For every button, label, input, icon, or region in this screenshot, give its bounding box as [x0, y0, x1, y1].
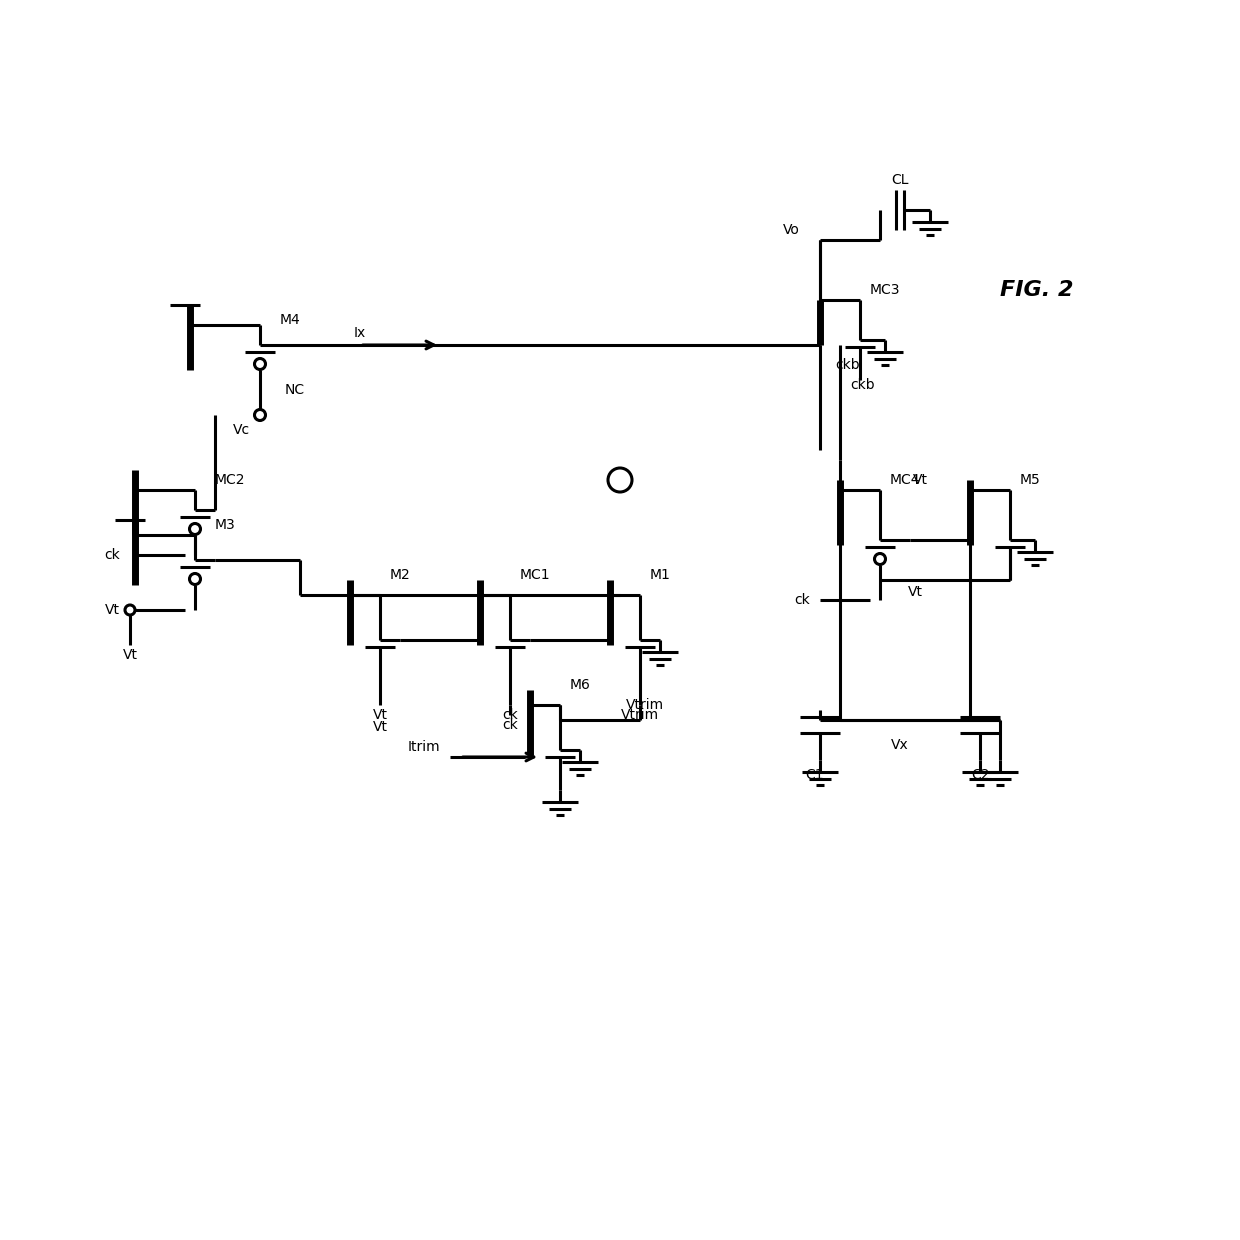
Text: Vt: Vt — [372, 708, 387, 722]
Text: Vo: Vo — [784, 223, 800, 237]
Text: C2: C2 — [971, 768, 990, 782]
Text: M3: M3 — [215, 518, 236, 532]
Text: Vtrim: Vtrim — [626, 698, 665, 712]
Text: ck: ck — [795, 593, 810, 608]
Text: ck: ck — [502, 718, 518, 732]
Text: CL: CL — [892, 174, 909, 187]
Text: ckb: ckb — [835, 358, 859, 372]
Text: M2: M2 — [391, 568, 410, 582]
Text: MC4: MC4 — [890, 472, 920, 487]
Text: M5: M5 — [1021, 472, 1040, 487]
Text: Vt: Vt — [105, 603, 120, 618]
Text: NC: NC — [285, 383, 305, 397]
Circle shape — [190, 573, 201, 584]
Circle shape — [608, 467, 632, 492]
Text: FIG. 2: FIG. 2 — [999, 280, 1074, 300]
Text: MC2: MC2 — [215, 472, 246, 487]
Text: M4: M4 — [280, 312, 301, 327]
Text: Vt: Vt — [123, 649, 138, 662]
Circle shape — [190, 523, 201, 534]
Text: MC1: MC1 — [520, 568, 551, 582]
Text: Vt: Vt — [372, 720, 387, 734]
Text: C1: C1 — [806, 768, 825, 782]
Text: Vtrim: Vtrim — [621, 708, 660, 722]
Text: ck: ck — [104, 548, 120, 562]
Text: M1: M1 — [650, 568, 671, 582]
Text: ckb: ckb — [849, 378, 874, 392]
Circle shape — [125, 605, 135, 615]
Text: Ix: Ix — [353, 326, 366, 340]
Text: Vt: Vt — [908, 585, 923, 599]
Text: Vc: Vc — [233, 423, 250, 436]
Circle shape — [874, 553, 885, 564]
Text: Vt: Vt — [913, 472, 928, 487]
Text: Vx: Vx — [892, 738, 909, 751]
Circle shape — [254, 358, 265, 370]
Text: M6: M6 — [570, 678, 591, 692]
Text: MC3: MC3 — [870, 283, 900, 298]
Text: Itrim: Itrim — [408, 740, 440, 754]
Text: ck: ck — [502, 708, 518, 722]
Circle shape — [254, 409, 265, 420]
